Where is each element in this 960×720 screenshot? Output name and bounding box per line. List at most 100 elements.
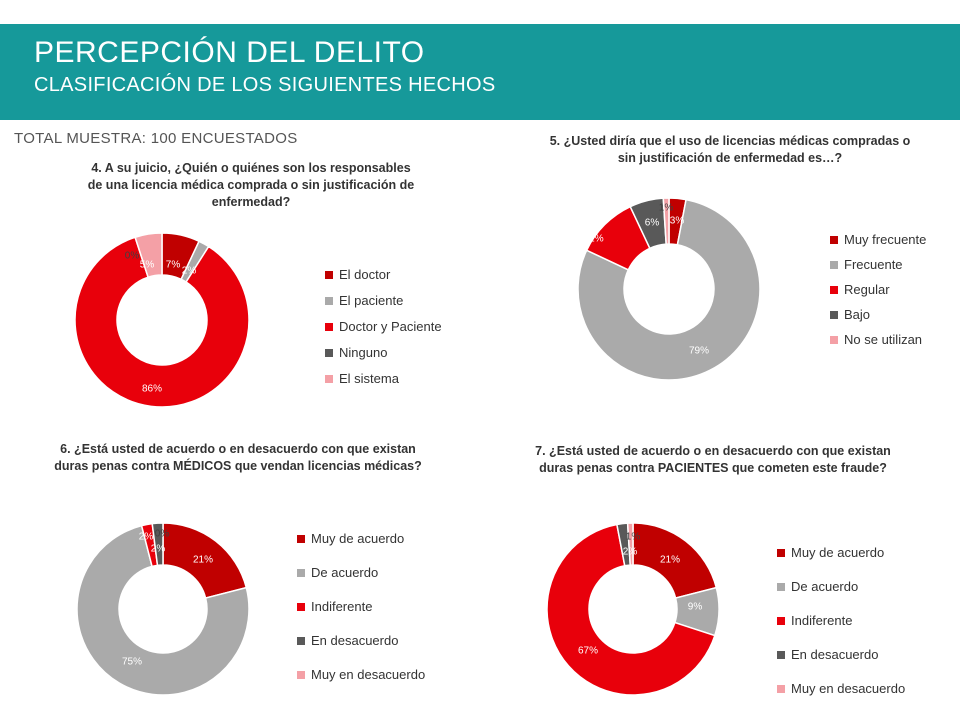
data-label: 75%	[122, 657, 142, 668]
legend-item: Muy en desacuerdo	[777, 681, 917, 697]
header-band	[0, 24, 960, 120]
donut-slice-indiferente	[546, 523, 716, 696]
data-label: 1%	[626, 532, 641, 543]
legend-label: No se utilizan	[844, 332, 923, 347]
legend-swatch	[830, 286, 838, 294]
legend-item: Indiferente	[297, 599, 437, 615]
legend-swatch	[325, 297, 333, 305]
data-label: 0%	[125, 251, 140, 262]
data-label: 6%	[645, 218, 660, 229]
legend-swatch	[777, 549, 785, 557]
legend-label: Muy en desacuerdo	[311, 667, 426, 682]
legend-swatch	[830, 336, 838, 344]
data-label: 2%	[151, 544, 166, 555]
legend-swatch	[777, 617, 785, 625]
legend-label: Regular	[844, 282, 890, 297]
legend-item: De acuerdo	[777, 579, 917, 595]
legend-label: Muy frecuente	[844, 232, 927, 247]
legend-swatch	[777, 583, 785, 591]
legend-label: El paciente	[339, 293, 404, 308]
chart-4-title: 7. ¿Está usted de acuerdo o en desacuerd…	[535, 444, 891, 475]
legend-label: Bajo	[844, 307, 871, 322]
chart-1-title: 4. A su juicio, ¿Quién o quiénes son los…	[87, 161, 415, 209]
legend-swatch	[325, 271, 333, 279]
legend-label: El sistema	[339, 371, 399, 386]
legend-swatch	[297, 569, 305, 577]
legend-swatch	[325, 375, 333, 383]
legend-item: Muy de acuerdo	[297, 531, 437, 547]
data-label: 5%	[140, 260, 155, 271]
data-label: 7%	[166, 260, 181, 271]
donut-chart-2: 3% 79% 11% 6% 1%	[577, 197, 761, 381]
legend-item: Frecuente	[830, 257, 960, 273]
data-label: 2%	[182, 266, 197, 277]
legend-swatch	[830, 236, 838, 244]
legend-swatch	[297, 671, 305, 679]
legend-label: Muy de acuerdo	[311, 531, 405, 546]
legend-item: No se utilizan	[830, 332, 960, 348]
legend-label: Muy de acuerdo	[791, 545, 885, 560]
legend-label: En desacuerdo	[791, 647, 879, 662]
legend-item: Doctor y Paciente	[325, 319, 465, 335]
legend-swatch	[777, 685, 785, 693]
legend-label: Ninguno	[339, 345, 388, 360]
legend-item: Indiferente	[777, 613, 917, 629]
data-label: 3%	[670, 216, 685, 227]
legend-label: Frecuente	[844, 257, 903, 272]
data-label: 67%	[578, 646, 598, 657]
legend-item: En desacuerdo	[297, 633, 437, 649]
page-title: PERCEPCIÓN DEL DELITO	[34, 36, 425, 69]
donut-slice-no-se-utilizan	[662, 197, 670, 245]
donut-chart-3: 21%75%2%2%0%	[76, 522, 250, 696]
legend-item: El doctor	[325, 267, 465, 283]
legend-item: De acuerdo	[297, 565, 437, 581]
legend-swatch	[297, 535, 305, 543]
sample-note: TOTAL MUESTRA: 100 ENCUESTADOS	[14, 130, 298, 147]
data-label: 86%	[142, 384, 162, 395]
donut-slice-de-acuerdo	[76, 524, 250, 696]
donut-slice-doctor-y-paciente	[74, 236, 250, 408]
legend-label: Muy en desacuerdo	[791, 681, 906, 696]
legend-label: Indiferente	[791, 613, 853, 628]
legend-swatch	[325, 349, 333, 357]
chart-3-title: 6. ¿Está usted de acuerdo o en desacuerd…	[54, 442, 422, 473]
data-label: 9%	[688, 602, 703, 613]
data-label: 1%	[659, 203, 674, 214]
legend-item: Muy frecuente	[830, 232, 960, 248]
data-label: 2%	[139, 532, 154, 543]
legend-swatch	[777, 651, 785, 659]
legend-label: De acuerdo	[311, 565, 379, 580]
data-label: 0%	[155, 529, 170, 540]
donut-chart-1: 7%2% 86% 0%5%	[74, 232, 250, 408]
legend-item: En desacuerdo	[777, 647, 917, 663]
data-label: 2%	[623, 547, 638, 558]
donut-chart-4: 21% 9% 67% 2% 1%	[546, 522, 720, 696]
legend-item: Ninguno	[325, 345, 465, 361]
data-label: 79%	[689, 346, 709, 357]
legend-item: Bajo	[830, 307, 960, 323]
legend-swatch	[830, 261, 838, 269]
legend-swatch	[325, 323, 333, 331]
data-label: 21%	[660, 555, 680, 566]
legend-label: Indiferente	[311, 599, 373, 614]
legend-item: El sistema	[325, 371, 465, 387]
data-label: 11%	[584, 234, 603, 245]
legend-swatch	[297, 603, 305, 611]
legend-item: El paciente	[325, 293, 465, 309]
chart-2-title: 5. ¿Usted diría que el uso de licencias …	[549, 134, 911, 165]
donut-slice-frecuente	[577, 198, 761, 381]
page-subtitle: CLASIFICACIÓN DE LOS SIGUIENTES HECHOS	[34, 74, 496, 96]
legend-label: En desacuerdo	[311, 633, 399, 648]
legend-item: Regular	[830, 282, 960, 298]
donut-slice-muy-en-desacuerdo	[626, 522, 634, 566]
legend-label: De acuerdo	[791, 579, 859, 594]
legend-item: Muy de acuerdo	[777, 545, 917, 561]
legend-swatch	[297, 637, 305, 645]
donut-slice-en-desacuerdo	[151, 522, 164, 567]
legend-label: Doctor y Paciente	[339, 319, 442, 334]
donut-slice-el-sistema	[134, 232, 163, 279]
data-label: 21%	[193, 555, 213, 566]
legend-swatch	[830, 311, 838, 319]
legend-label: El doctor	[339, 267, 391, 282]
